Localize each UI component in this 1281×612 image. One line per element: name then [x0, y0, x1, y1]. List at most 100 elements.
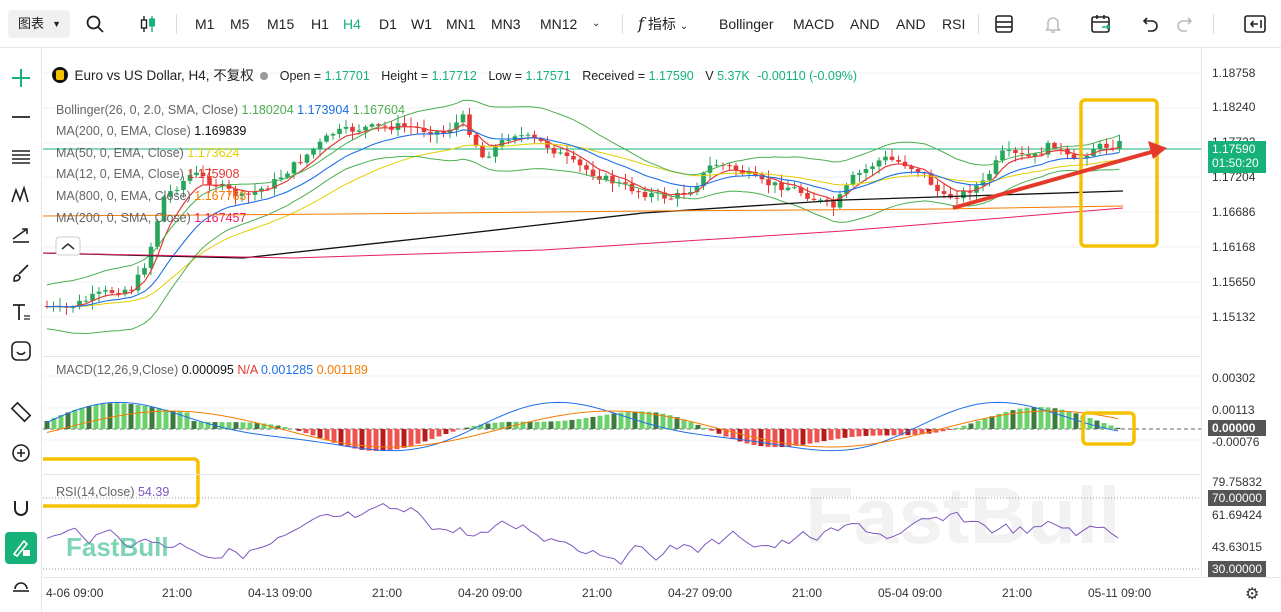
- crosshair-icon[interactable]: [5, 62, 37, 94]
- chart-settings-icon[interactable]: ⚙: [1245, 586, 1260, 603]
- indicator-and-2[interactable]: AND: [896, 16, 926, 32]
- candle-body: [538, 138, 544, 141]
- macd-histogram-bar: [758, 429, 764, 447]
- legend-macd[interactable]: MACD(12,26,9,Close) 0.000095 N/A 0.00128…: [56, 363, 368, 377]
- magnet-icon[interactable]: [5, 492, 37, 524]
- timeframe-h1[interactable]: H1: [311, 16, 329, 32]
- macd-histogram-bar: [275, 425, 281, 429]
- macd-histogram-bar: [681, 419, 687, 429]
- indicator-macd[interactable]: MACD: [793, 16, 835, 32]
- macd-histogram-bar: [58, 415, 64, 429]
- macd-histogram-bar: [93, 404, 99, 429]
- pattern-icon[interactable]: [5, 179, 37, 211]
- candle-body: [1000, 150, 1005, 161]
- legend-ma-800-ema[interactable]: MA(800, 0, EMA, Close) 1.167763: [56, 189, 246, 203]
- visibility-icon[interactable]: [5, 572, 37, 604]
- candle-body: [603, 175, 609, 180]
- divider: [622, 14, 623, 34]
- candle-body: [239, 193, 245, 197]
- legend-ma-50-ema[interactable]: MA(50, 0, EMA, Close) 1.173624: [56, 146, 239, 160]
- search-icon[interactable]: [85, 0, 105, 48]
- candle-body: [558, 152, 563, 154]
- zoom-in-icon[interactable]: [5, 437, 37, 469]
- macd-histogram-bar: [450, 429, 456, 432]
- candle-body: [941, 191, 947, 194]
- undo-icon[interactable]: [1141, 0, 1161, 48]
- candle-body: [525, 134, 531, 136]
- price-tick: 1.15650: [1212, 275, 1256, 289]
- timeframe-mn12[interactable]: MN12: [540, 16, 578, 32]
- ma-200-sma-line: [43, 207, 1124, 259]
- candle-body: [103, 290, 108, 292]
- candle-body: [733, 165, 739, 171]
- legend-rsi[interactable]: RSI(14,Close) 54.39: [56, 485, 169, 499]
- candlestick-icon[interactable]: [138, 0, 158, 48]
- candle-body: [428, 131, 433, 135]
- chevron-down-icon: ⌄: [679, 21, 689, 32]
- macd-histogram-bar: [492, 422, 498, 429]
- candle-body: [714, 164, 719, 166]
- timeframe-more-chevron-icon[interactable]: ⌄: [592, 18, 601, 29]
- trend-arrow-head: [1148, 141, 1167, 159]
- candle-body: [1058, 148, 1064, 150]
- candle-body: [772, 182, 778, 186]
- collapse-legend-button[interactable]: [55, 236, 81, 256]
- emoji-icon[interactable]: [5, 335, 37, 367]
- macd-histogram-bar: [555, 421, 561, 429]
- macd-histogram-bar: [954, 427, 960, 429]
- brush-icon[interactable]: [5, 257, 37, 289]
- timeframe-h4[interactable]: H4: [343, 16, 361, 32]
- brand-logo: FastBull: [66, 532, 169, 562]
- price-chart[interactable]: FastBull: [43, 48, 1281, 612]
- legend-bollinger[interactable]: Bollinger(26, 0, 2.0, SMA, Close) 1.1802…: [56, 103, 405, 117]
- time-tick: 21:00: [162, 586, 193, 600]
- timeframe-m1[interactable]: M1: [195, 16, 215, 32]
- alert-bell-icon[interactable]: [1043, 0, 1063, 48]
- candle-body: [532, 134, 537, 139]
- candle-body: [1084, 156, 1090, 158]
- candle-body: [356, 130, 362, 132]
- candle-body: [636, 191, 641, 193]
- legend-ma-200-sma[interactable]: MA(200, 0, SMA, Close) 1.167457: [56, 211, 246, 225]
- layout-icon[interactable]: [994, 0, 1014, 48]
- watermark: FastBull: [805, 471, 1121, 560]
- indicators-button[interactable]: f 指标 ⌄: [638, 0, 688, 48]
- timeframe-w1[interactable]: W1: [411, 16, 432, 32]
- macd-histogram-bar: [226, 422, 232, 429]
- timeframe-d1[interactable]: D1: [379, 16, 397, 32]
- timeframe-m15[interactable]: M15: [267, 16, 295, 32]
- candle-body: [1104, 143, 1109, 148]
- redo-icon[interactable]: [1174, 0, 1194, 48]
- macd-histogram-bar: [310, 429, 316, 436]
- indicator-bollinger[interactable]: Bollinger: [719, 16, 774, 32]
- lock-drawing-icon[interactable]: [5, 532, 37, 564]
- legend-ma-200-ema[interactable]: MA(200, 0, EMA, Close) 1.169839: [56, 124, 246, 138]
- fullscreen-exit-icon[interactable]: [1244, 0, 1266, 48]
- calendar-icon[interactable]: [1090, 0, 1112, 48]
- timeframe-mn3[interactable]: MN3: [491, 16, 521, 32]
- text-tool-icon[interactable]: [5, 296, 37, 328]
- chart-type-dropdown[interactable]: 图表 ▼: [8, 10, 70, 38]
- macd-histogram-bar: [716, 429, 722, 434]
- macd-histogram-bar: [863, 429, 869, 436]
- macd-histogram-bar: [100, 403, 106, 429]
- timeframe-m5[interactable]: M5: [230, 16, 250, 32]
- trend-arrow-icon[interactable]: [5, 218, 37, 250]
- macd-histogram-bar: [653, 412, 659, 429]
- macd-histogram-bar: [807, 429, 813, 444]
- candle-body: [259, 188, 264, 192]
- horizontal-line-icon[interactable]: [5, 101, 37, 133]
- macd-histogram-bar: [499, 422, 505, 429]
- legend-ma-12-ema[interactable]: MA(12, 0, EMA, Close) 1.175908: [56, 167, 239, 181]
- symbol-legend: Euro vs US Dollar, H4, 不复权 Open = 1.1770…: [52, 64, 857, 84]
- legend-value: N/A: [237, 363, 258, 377]
- macd-histogram-bar: [688, 422, 694, 429]
- fibonacci-icon[interactable]: [5, 140, 37, 172]
- indicator-and-1[interactable]: AND: [850, 16, 880, 32]
- timeframe-mn1[interactable]: MN1: [446, 16, 476, 32]
- indicator-rsi[interactable]: RSI: [942, 16, 966, 32]
- macd-histogram-bar: [849, 429, 855, 438]
- ruler-icon[interactable]: [5, 396, 37, 428]
- macd-histogram-bar: [779, 429, 785, 448]
- candle-body: [577, 159, 583, 166]
